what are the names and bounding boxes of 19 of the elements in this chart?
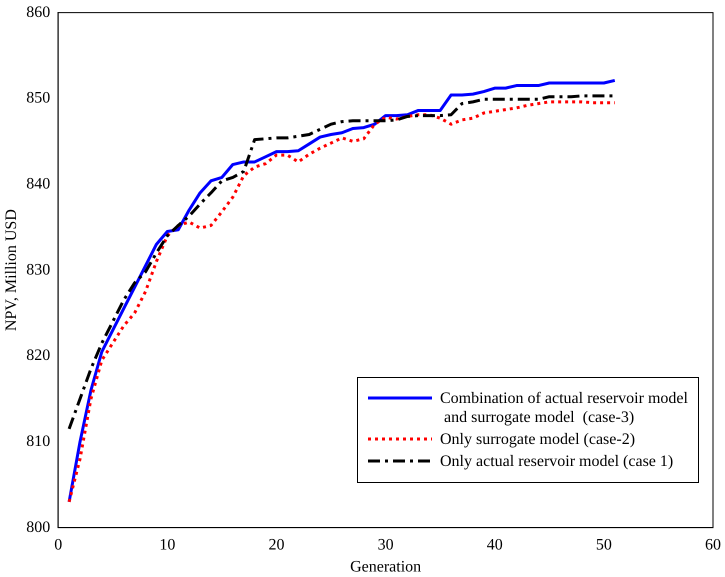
y-axis-title: NPV, Million USD <box>2 209 20 332</box>
legend-label: Only actual reservoir model (case 1) <box>440 452 674 471</box>
y-tick-label: 810 <box>26 432 50 450</box>
x-tick-label: 60 <box>705 536 721 554</box>
y-tick-label: 820 <box>26 347 50 364</box>
y-tick-label: 840 <box>26 175 50 192</box>
x-tick-label: 0 <box>54 536 62 554</box>
y-tick-label: 830 <box>26 261 50 278</box>
x-tick-label: 30 <box>378 536 394 554</box>
legend-label: Combination of actual reservoir model and surrogate model (case-3) <box>440 388 688 427</box>
y-tick-label: 800 <box>26 518 50 536</box>
y-tick-label: 860 <box>26 4 50 21</box>
x-tick-label: 40 <box>486 536 503 554</box>
legend-label: Only surrogate model (case-2) <box>440 430 636 449</box>
x-tick-label: 50 <box>596 536 612 554</box>
y-tick-label: 850 <box>26 90 50 107</box>
x-tick-label: 20 <box>268 536 284 554</box>
x-axis-title: Generation <box>350 558 422 576</box>
x-tick-label: 10 <box>159 536 176 554</box>
